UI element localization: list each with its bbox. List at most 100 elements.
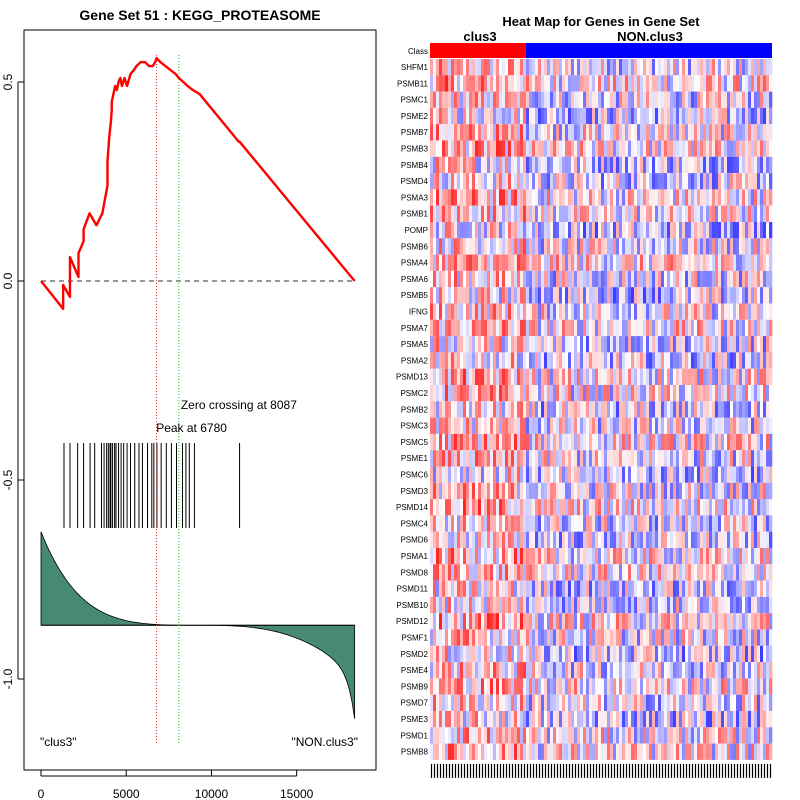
heatmap-cell bbox=[580, 303, 584, 320]
heatmap-cell bbox=[637, 711, 641, 728]
heatmap-cell bbox=[631, 613, 635, 630]
heatmap-cell bbox=[706, 107, 710, 125]
heatmap-cell bbox=[694, 645, 698, 663]
heatmap-cell bbox=[472, 417, 476, 434]
heatmap-cell bbox=[535, 580, 539, 597]
heatmap-cell bbox=[607, 531, 611, 548]
heatmap-cell bbox=[466, 515, 470, 532]
heatmap-cell bbox=[649, 711, 653, 728]
heatmap-cell bbox=[511, 711, 515, 728]
heatmap-cell bbox=[541, 645, 545, 663]
heatmap-cell bbox=[700, 238, 704, 255]
heatmap-cell bbox=[649, 678, 653, 695]
heatmap-cell bbox=[622, 189, 626, 206]
heatmap-cell bbox=[484, 303, 488, 320]
heatmap-cell bbox=[490, 270, 494, 288]
heatmap-cell bbox=[490, 596, 494, 614]
heatmap-cell bbox=[763, 156, 767, 174]
heatmap-cell bbox=[460, 336, 464, 353]
heatmap-cell bbox=[538, 189, 542, 206]
heatmap-cell bbox=[586, 319, 590, 337]
heatmap-cell bbox=[589, 711, 593, 728]
heatmap-cell bbox=[535, 450, 539, 467]
heatmap-cell bbox=[763, 189, 767, 206]
heatmap-cell bbox=[727, 645, 731, 663]
heatmap-cell bbox=[700, 189, 704, 206]
heatmap-cell bbox=[658, 499, 662, 516]
heatmap-cell bbox=[598, 482, 602, 500]
heatmap-cell bbox=[493, 336, 497, 353]
heatmap-cell bbox=[622, 270, 626, 288]
heatmap-cell bbox=[610, 59, 614, 76]
heatmap-cell bbox=[499, 662, 503, 679]
heatmap-cell bbox=[445, 303, 449, 320]
heatmap-cell bbox=[532, 662, 536, 679]
heatmap-cell bbox=[625, 564, 629, 581]
heatmap-cell bbox=[457, 515, 461, 532]
heatmap-cell bbox=[628, 613, 632, 630]
heatmap-cell bbox=[748, 270, 752, 288]
heatmap-cell bbox=[742, 629, 746, 646]
heatmap-cell bbox=[541, 205, 545, 222]
heatmap-cell bbox=[730, 238, 734, 255]
heatmap-cell bbox=[643, 662, 647, 679]
heatmap-cell bbox=[610, 678, 614, 695]
gene-label: PSMD1 bbox=[400, 731, 428, 740]
heatmap-cell bbox=[532, 564, 536, 581]
heatmap-cell bbox=[715, 482, 719, 500]
heatmap-cell bbox=[676, 336, 680, 353]
heatmap-cell bbox=[634, 156, 638, 174]
heatmap-cell bbox=[634, 694, 638, 711]
heatmap-cell bbox=[538, 466, 542, 483]
heatmap-cell bbox=[481, 678, 485, 695]
heatmap-cell bbox=[583, 124, 587, 141]
heatmap-cell bbox=[577, 173, 581, 190]
heatmap-cell bbox=[754, 531, 758, 548]
heatmap-cell bbox=[712, 450, 716, 467]
heatmap-cell bbox=[445, 596, 449, 614]
heatmap-cell bbox=[505, 531, 509, 548]
heatmap-cell bbox=[745, 564, 749, 581]
heatmap-cell bbox=[445, 662, 449, 679]
heatmap-cell bbox=[484, 238, 488, 255]
heatmap-cell bbox=[586, 189, 590, 206]
heatmap-cell bbox=[754, 336, 758, 353]
heatmap-cell bbox=[718, 711, 722, 728]
heatmap-cell bbox=[727, 368, 731, 385]
heatmap-cell bbox=[595, 75, 599, 92]
heatmap-cell bbox=[448, 694, 452, 711]
heatmap-cell bbox=[571, 662, 575, 679]
heatmap-cell bbox=[640, 450, 644, 467]
heatmap-cell bbox=[697, 662, 701, 679]
heatmap-cell bbox=[586, 222, 590, 239]
heatmap-cell bbox=[517, 711, 521, 728]
heatmap-cell bbox=[658, 482, 662, 500]
heatmap-cell bbox=[457, 287, 461, 304]
heatmap-cell bbox=[502, 531, 506, 548]
heatmap-cell bbox=[586, 401, 590, 418]
heatmap-cell bbox=[532, 580, 536, 597]
heatmap-cell bbox=[490, 124, 494, 141]
heatmap-cell bbox=[592, 401, 596, 418]
heatmap-cell bbox=[724, 156, 728, 174]
heatmap-cell bbox=[547, 173, 551, 190]
heatmap-cell bbox=[577, 433, 581, 451]
heatmap-cell bbox=[754, 124, 758, 141]
heatmap-cell bbox=[751, 91, 755, 108]
heatmap-cell bbox=[619, 564, 623, 581]
heatmap-cell bbox=[697, 515, 701, 532]
gene-label: PSMA4 bbox=[401, 259, 429, 268]
heatmap-cell bbox=[604, 515, 608, 532]
heatmap-cell bbox=[691, 629, 695, 646]
heatmap-cell bbox=[499, 613, 503, 630]
heatmap-cell bbox=[526, 319, 530, 337]
heatmap-cell bbox=[643, 743, 647, 760]
heatmap-cell bbox=[676, 694, 680, 711]
heatmap-cell bbox=[484, 270, 488, 288]
heatmap-cell bbox=[655, 238, 659, 255]
heatmap-cell bbox=[691, 743, 695, 760]
heatmap-cell bbox=[502, 548, 506, 565]
heatmap-cell bbox=[574, 596, 578, 614]
heatmap-cell bbox=[538, 368, 542, 385]
heatmap-cell bbox=[499, 482, 503, 500]
